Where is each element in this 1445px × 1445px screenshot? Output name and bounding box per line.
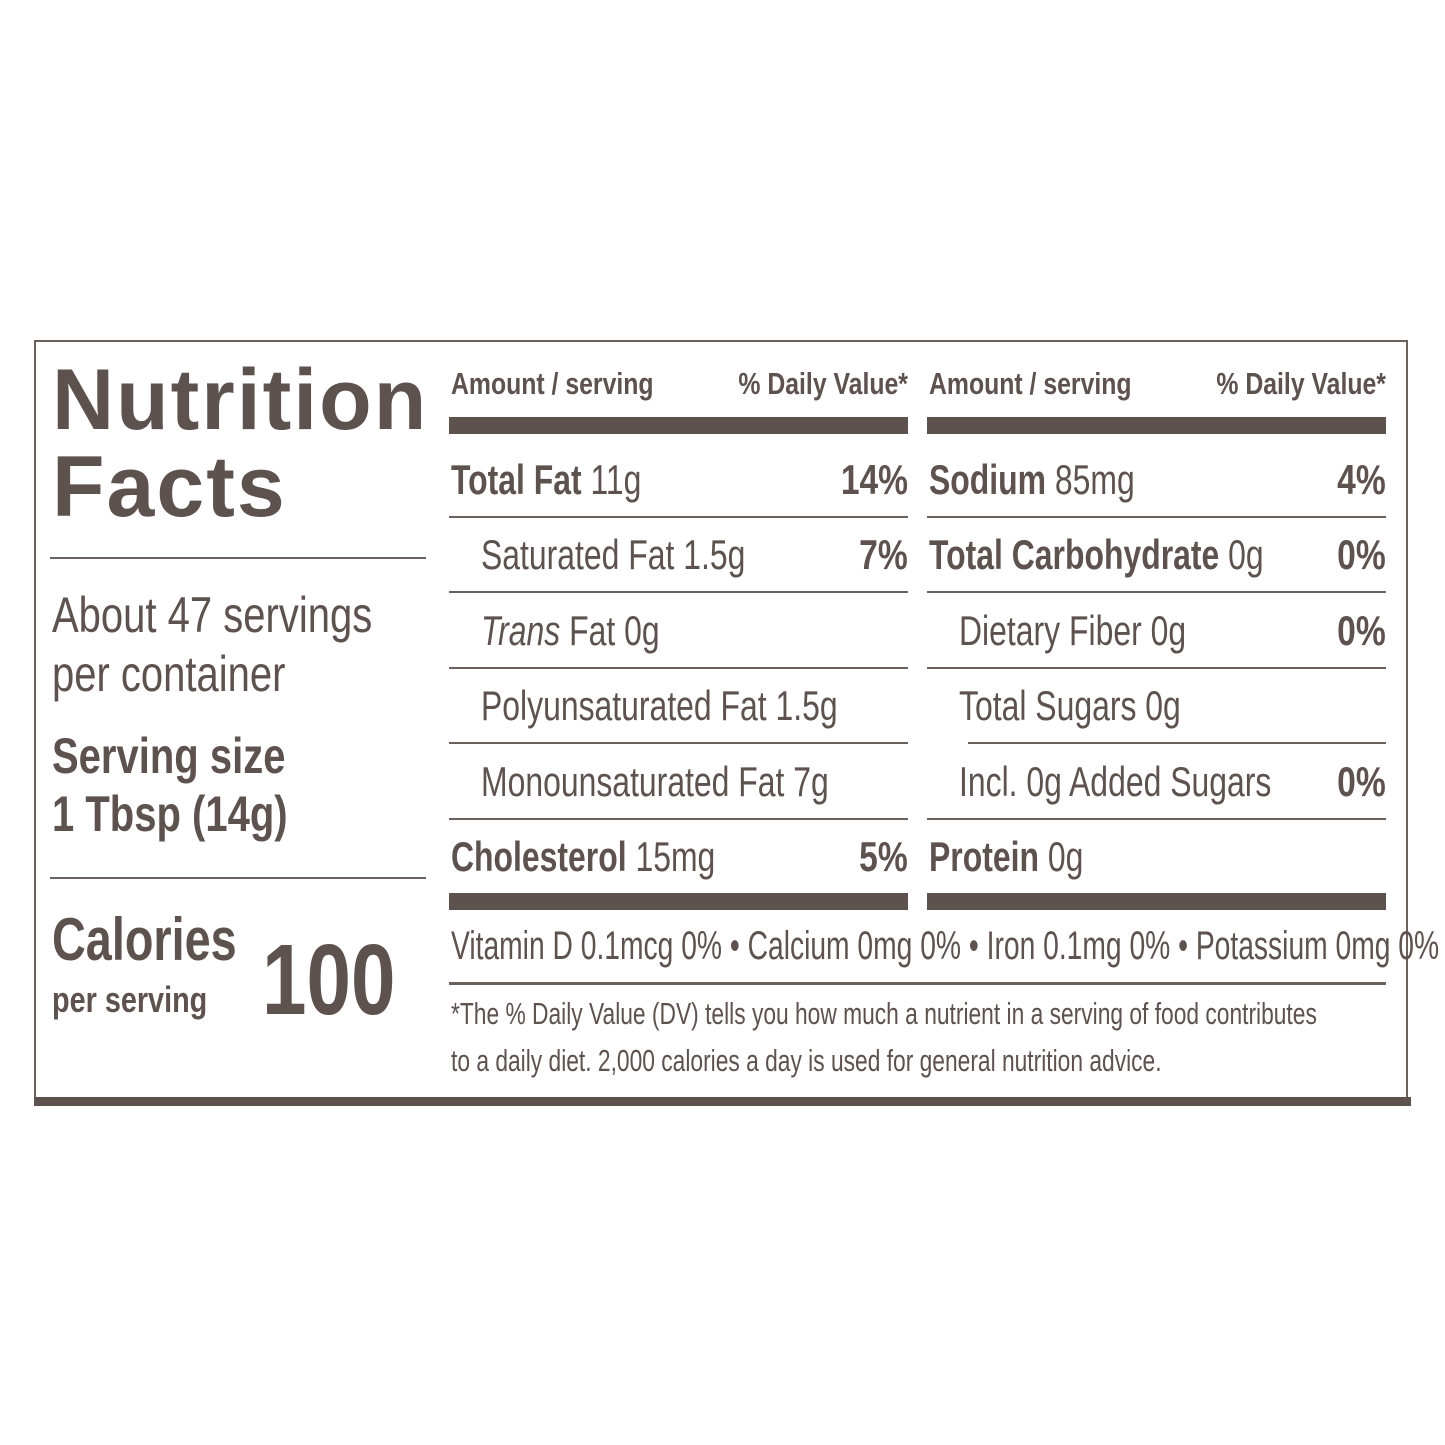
nutrient-amount: 0g	[624, 606, 660, 654]
nutrient-row: Total Sugars 0g	[927, 669, 1386, 744]
nutrient-name: Total Carbohydrate	[929, 531, 1220, 578]
row-divider	[927, 666, 1386, 669]
nutrient-name: Total Sugars	[959, 682, 1137, 729]
nutrient-name: Sodium	[929, 455, 1047, 503]
thick-bar	[449, 417, 908, 434]
nutrient-label: Incl. 0g Added Sugars	[959, 758, 1271, 806]
servings-per-container-2: per container	[52, 646, 286, 702]
nutrient-row: Total Fat 11g 14%	[449, 442, 908, 517]
daily-value-percent: 0%	[1337, 757, 1386, 805]
calories-per-serving: per serving	[52, 979, 208, 1020]
serving-size-value: 1 Tbsp (14g)	[52, 786, 288, 842]
nutrient-row: Polyunsaturated Fat 1.5g	[449, 669, 908, 744]
servings-per-container: About 47 servings	[52, 587, 373, 643]
nutrient-row: Protein 0g	[927, 820, 1386, 895]
nutrient-amount: 0g	[1228, 531, 1264, 578]
nutrient-name: Protein	[929, 833, 1039, 880]
nutrient-label: Protein 0g	[929, 833, 1083, 881]
nutrient-amount: 15mg	[635, 833, 716, 880]
thick-bar	[449, 893, 908, 910]
nutrient-amount: 7g	[793, 757, 829, 805]
nutrient-amount: 0g	[1047, 833, 1084, 880]
nutrient-amount: 1.5g	[683, 531, 746, 578]
nutrient-row: Incl. 0g Added Sugars 0%	[927, 744, 1386, 819]
title-nutrition: Nutrition	[52, 352, 429, 448]
daily-value-percent: 0%	[1337, 606, 1386, 654]
nutrient-name-suffix: Fat	[569, 606, 616, 654]
header-amount-left: Amount / serving	[451, 366, 654, 401]
thick-bar	[927, 417, 1386, 434]
nutrient-amount: 0g	[1145, 682, 1181, 729]
nutrient-label: Total Carbohydrate 0g	[929, 531, 1264, 579]
row-divider	[449, 817, 908, 820]
row-divider	[449, 742, 908, 744]
nutrient-name: Trans	[481, 606, 561, 654]
footnote-line-2: to a daily diet. 2,000 calories a day is…	[451, 1043, 1162, 1078]
nutrients-right: Sodium 85mg 4% Total Carbohydrate 0g 0% Diet…	[927, 442, 1386, 892]
nutrient-name: Saturated Fat	[481, 531, 675, 578]
row-divider	[927, 591, 1386, 593]
nutrient-row: Dietary Fiber 0g 0%	[927, 593, 1386, 668]
nutrient-label: Saturated Fat 1.5g	[481, 531, 745, 579]
bottom-bar	[34, 1097, 1411, 1106]
row-divider	[449, 515, 908, 518]
nutrient-label: Trans Fat 0g	[481, 607, 660, 655]
row-divider	[968, 742, 1386, 744]
nutrient-amount: 11g	[590, 455, 642, 503]
title-facts: Facts	[52, 439, 287, 535]
nutrient-label: Sodium 85mg	[929, 456, 1135, 504]
nutrient-name: Cholesterol	[451, 833, 627, 880]
nutrient-amount: 0g	[1150, 606, 1187, 654]
nutrient-name: Total Fat	[451, 455, 582, 503]
nutrient-name: Polyunsaturated Fat	[481, 682, 767, 729]
nutrient-row: Saturated Fat 1.5g 7%	[449, 518, 908, 593]
nutrient-row: Monounsaturated Fat 7g	[449, 744, 908, 819]
daily-value-percent: 4%	[1337, 455, 1386, 503]
calories-value: 100	[262, 924, 396, 1036]
daily-value-percent: 0%	[1337, 531, 1386, 578]
nutrient-label: Monounsaturated Fat 7g	[481, 758, 829, 806]
nutrients-left: Total Fat 11g 14% Saturated Fat 1.5g 7% Tran…	[449, 442, 908, 892]
row-divider	[449, 666, 908, 669]
header-dv-left: % Daily Value*	[738, 366, 908, 401]
row-divider	[927, 515, 1386, 518]
row-divider	[927, 817, 1386, 820]
daily-value-percent: 14%	[840, 455, 908, 503]
nutrient-row: Sodium 85mg 4%	[927, 442, 1386, 517]
nutrient-amount: 85mg	[1054, 455, 1135, 503]
header-amount-right: Amount / serving	[929, 366, 1132, 401]
nutrient-row: Total Carbohydrate 0g 0%	[927, 518, 1386, 593]
daily-value-percent: 7%	[859, 531, 908, 578]
nutrient-name: Dietary Fiber	[959, 606, 1142, 654]
nutrient-name: Monounsaturated Fat	[481, 757, 785, 805]
calories-label: Calories	[52, 906, 237, 973]
nutrient-row: Trans Fat 0g	[449, 593, 908, 668]
nutrient-label: Dietary Fiber 0g	[959, 607, 1186, 655]
thick-bar	[927, 893, 1386, 910]
header-dv-right: % Daily Value*	[1216, 366, 1386, 401]
nutrient-name: Incl. 0g Added Sugars	[959, 757, 1272, 805]
nutrient-amount: 1.5g	[775, 682, 838, 729]
nutrition-label-frame	[34, 340, 1408, 1097]
divider	[50, 877, 426, 879]
nutrient-label: Total Fat 11g	[451, 456, 641, 504]
divider	[449, 982, 1386, 985]
nutrient-row: Cholesterol 15mg 5%	[449, 820, 908, 895]
serving-size-label: Serving size	[52, 728, 286, 784]
vitamins-minerals: Vitamin D 0.1mcg 0% • Calcium 0mg 0% • I…	[451, 924, 1440, 968]
daily-value-percent: 5%	[859, 833, 908, 880]
nutrient-label: Polyunsaturated Fat 1.5g	[481, 682, 838, 730]
row-divider	[449, 591, 908, 593]
nutrient-label: Cholesterol 15mg	[451, 833, 715, 881]
divider	[50, 557, 426, 559]
footnote-line-1: *The % Daily Value (DV) tells you how mu…	[451, 996, 1317, 1031]
nutrient-label: Total Sugars 0g	[959, 682, 1181, 730]
